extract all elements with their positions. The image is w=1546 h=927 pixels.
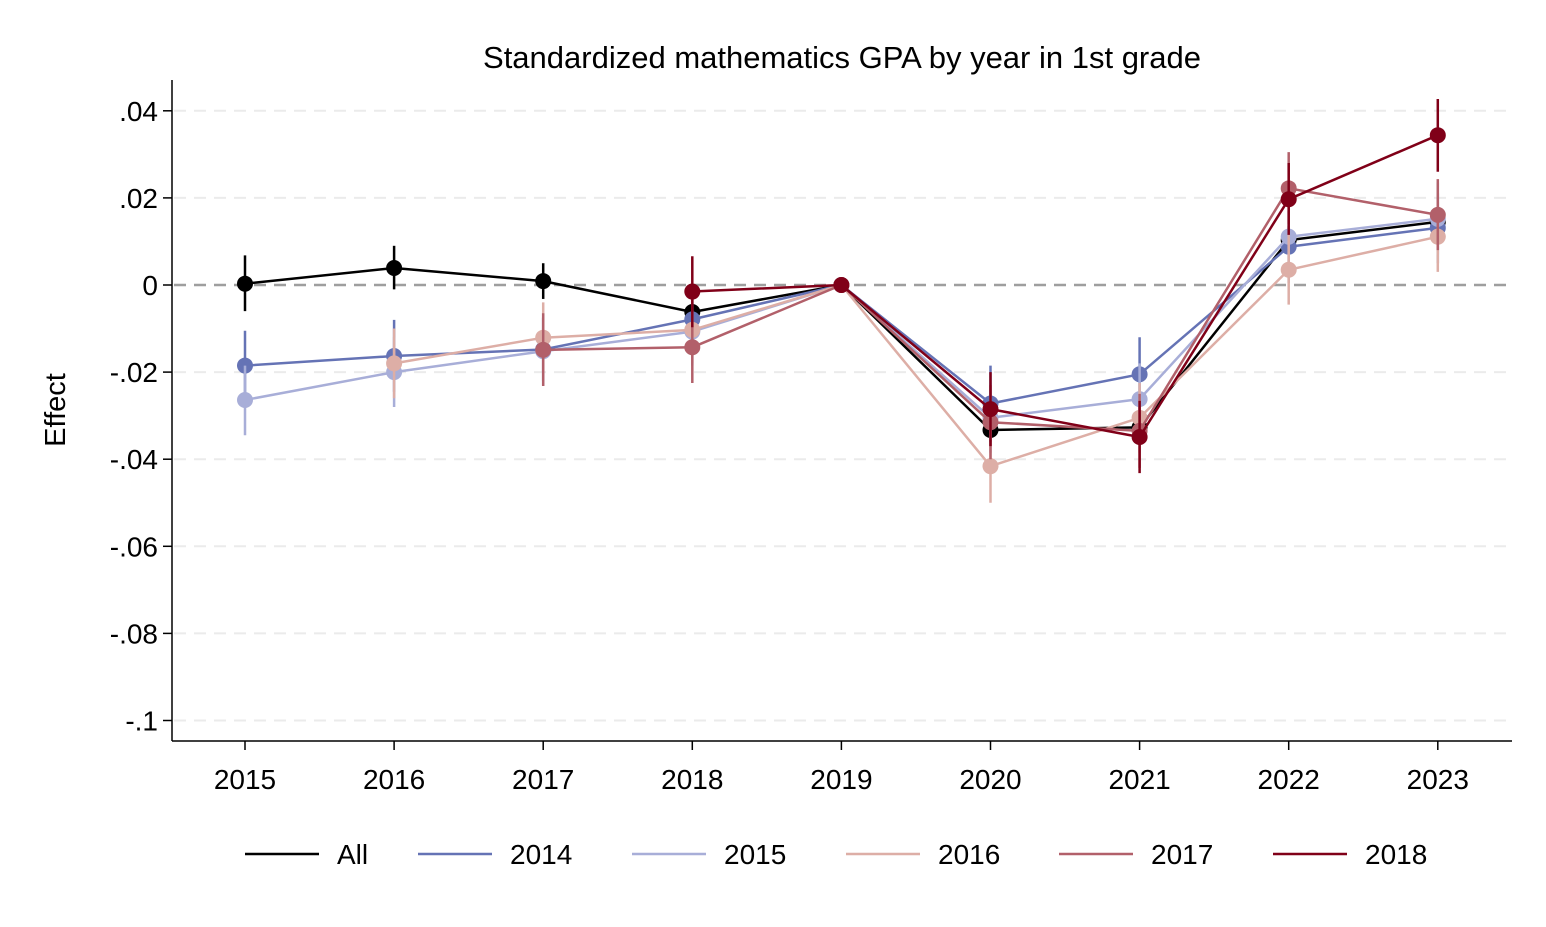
data-point: [535, 341, 552, 358]
data-point: [1280, 191, 1297, 208]
series-line: [244, 220, 1438, 432]
data-point: [386, 260, 403, 277]
data-point: [535, 273, 552, 290]
legend-label: 2014: [510, 839, 572, 870]
chart-title: Standardized mathematics GPA by year in …: [483, 40, 1201, 75]
x-tick-label: 2017: [512, 764, 574, 795]
legend: All 2014 2015 2016 2017 2018: [245, 839, 1427, 870]
legend-item-2017: 2017: [1059, 839, 1213, 870]
x-tick-label: 2022: [1258, 764, 1320, 795]
data-point: [982, 401, 999, 418]
legend-label: All: [337, 839, 368, 870]
y-axis-label: Effect: [40, 373, 72, 447]
y-tick-label: .02: [119, 183, 158, 214]
y-tick-label: -.02: [110, 357, 158, 388]
data-point: [833, 277, 850, 293]
legend-item-2014: 2014: [418, 839, 572, 870]
legend-item-all: All: [245, 839, 368, 870]
y-tick-label: -.08: [110, 618, 158, 649]
x-tick-label: 2023: [1407, 764, 1469, 795]
data-point: [684, 339, 701, 356]
legend-label: 2015: [724, 839, 786, 870]
x-tick-label: 2019: [810, 764, 872, 795]
series-layer: [237, 99, 1446, 503]
x-tick-label: 2016: [363, 764, 425, 795]
legend-label: 2017: [1151, 839, 1213, 870]
data-point: [386, 355, 403, 372]
x-tick-label: 2020: [959, 764, 1021, 795]
x-tick-label: 2021: [1108, 764, 1170, 795]
data-point: [237, 391, 253, 408]
y-tick-labels: .04 .02 0 -.02 -.04 -.06 -.08 -.1: [110, 96, 158, 737]
axes: [163, 80, 1512, 750]
series-line: [244, 226, 1438, 405]
series-2018: [684, 99, 1446, 474]
data-point: [1280, 261, 1297, 278]
x-tick-label: 2015: [214, 764, 276, 795]
y-tick-label: -.04: [110, 444, 158, 475]
series-2014: [237, 193, 1446, 442]
legend-item-2015: 2015: [632, 839, 786, 870]
data-point: [237, 275, 253, 292]
y-tick-label: -.1: [125, 706, 158, 737]
series-line: [692, 134, 1439, 439]
legend-item-2018: 2018: [1273, 839, 1427, 870]
x-tick-labels: 2015 2016 2017 2018 2019 2020 2021 2022 2023: [214, 764, 1469, 795]
legend-item-2016: 2016: [846, 839, 1000, 870]
data-point: [684, 283, 701, 300]
y-tick-label: -.06: [110, 531, 158, 562]
y-tick-label: .04: [119, 96, 158, 127]
data-point: [982, 458, 999, 475]
series-2015: [237, 182, 1446, 453]
series-all: [237, 206, 1446, 442]
data-point: [1429, 127, 1446, 144]
series-line: [393, 235, 1439, 468]
data-point: [1429, 206, 1446, 223]
data-point: [1131, 428, 1148, 445]
legend-label: 2018: [1365, 839, 1427, 870]
grid-lines: [174, 109, 1512, 722]
legend-label: 2016: [938, 839, 1000, 870]
x-tick-label: 2018: [661, 764, 723, 795]
y-tick-label: 0: [142, 270, 158, 301]
